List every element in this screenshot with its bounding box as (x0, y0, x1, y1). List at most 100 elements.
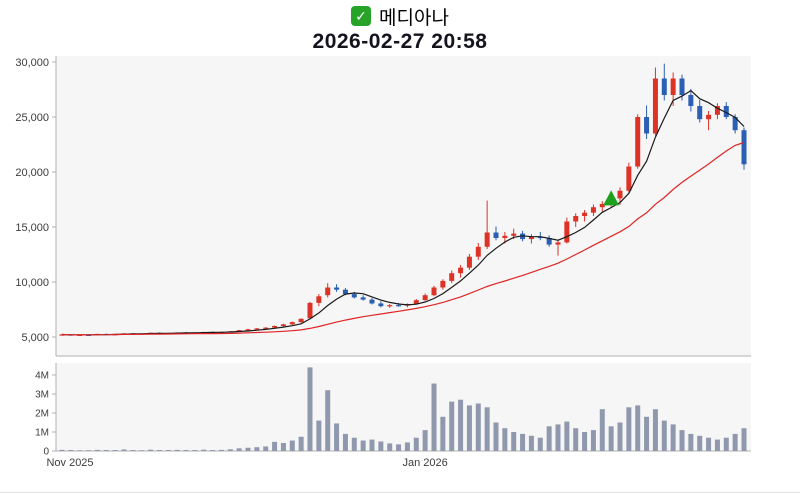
price-tick-label: 5,000 (21, 332, 49, 344)
candle-body (369, 299, 375, 304)
candle-body (564, 221, 570, 243)
candle-body (280, 324, 286, 326)
candle-body (670, 78, 676, 95)
volume-bar (537, 437, 543, 451)
candle-body (360, 297, 366, 300)
volume-bar (165, 450, 171, 451)
volume-bar (316, 420, 322, 451)
candle-body (511, 233, 517, 236)
volume-bar (369, 439, 375, 451)
stock-name: 메디아나 (379, 7, 449, 29)
volume-bar (236, 448, 242, 451)
volume-bar (511, 432, 517, 451)
volume-bar (528, 435, 534, 451)
volume-plot-bg (56, 363, 751, 451)
volume-bar (183, 450, 189, 451)
candle-body (599, 203, 605, 208)
volume-bar (688, 433, 694, 451)
volume-bar (334, 423, 340, 451)
volume-bar (484, 407, 490, 451)
chart-header: ✓ 메디아나 2026-02-27 20:58 (0, 4, 800, 54)
ma-line-short (61, 89, 745, 336)
volume-bar (599, 409, 605, 451)
candle-body (652, 78, 658, 134)
candle-body (502, 235, 508, 238)
candle-body (245, 329, 251, 331)
volume-bar (706, 437, 712, 451)
candle-body (396, 305, 402, 307)
volume-bar (130, 450, 136, 451)
volume-tick-label: 0 (43, 447, 49, 458)
volume-bar (112, 450, 118, 451)
candle-body (714, 106, 720, 115)
x-axis-label: Nov 2025 (46, 457, 93, 469)
volume-bar (325, 390, 331, 451)
candle-body (449, 273, 455, 281)
candle-body (546, 238, 552, 245)
volume-bar (210, 450, 216, 451)
volume-bar (564, 421, 570, 451)
price-tick-label: 25,000 (15, 112, 49, 124)
volume-bar (458, 399, 464, 451)
candle-body (688, 95, 694, 106)
volume-bar (272, 441, 278, 451)
volume-bar (661, 420, 667, 451)
candle-body (298, 318, 304, 323)
volume-bar (289, 440, 295, 451)
price-tick-label: 15,000 (15, 222, 49, 234)
candle-body (723, 106, 729, 117)
volume-bar (617, 422, 623, 451)
volume-bar (493, 422, 499, 451)
candle-body (422, 295, 428, 301)
volume-bar (732, 433, 738, 451)
volume-bar (378, 441, 384, 451)
candle-body (537, 236, 543, 239)
candle-body (573, 216, 579, 222)
volume-bar (218, 449, 224, 451)
volume-bar (449, 401, 455, 451)
candle-body (272, 326, 278, 328)
volume-bar (245, 447, 251, 451)
volume-bar (475, 403, 481, 451)
candle-body (644, 117, 650, 134)
volume-bar (156, 450, 162, 451)
volume-bar (697, 435, 703, 451)
candle-body (493, 232, 499, 238)
price-tick-label: 10,000 (15, 277, 49, 289)
candle-body (307, 302, 313, 319)
candle-body (697, 106, 703, 120)
candle-body (413, 300, 419, 304)
volume-bar (590, 430, 596, 451)
candle-body (289, 322, 295, 325)
candle-body (484, 232, 490, 247)
volume-bar (546, 426, 552, 451)
volume-tick-label: 3M (35, 390, 49, 401)
price-plot-bg (56, 56, 751, 356)
volume-bar (77, 450, 83, 451)
volume-bar (192, 450, 198, 451)
volume-bar (635, 405, 641, 451)
volume-bar (387, 443, 393, 451)
candle-body (263, 327, 269, 329)
price-tick-label: 30,000 (15, 57, 49, 69)
volume-tick-label: 4M (35, 371, 49, 382)
volume-bar (307, 367, 313, 451)
candle-body (387, 305, 393, 307)
candle-body (431, 287, 437, 296)
volume-bar (679, 430, 685, 451)
volume-bar (396, 444, 402, 451)
volume-tick-label: 2M (35, 409, 49, 420)
volume-bar (573, 428, 579, 451)
volume-bar (298, 436, 304, 451)
candle-body (351, 294, 357, 298)
candle-body (635, 117, 641, 167)
volume-bar (723, 437, 729, 451)
candle-body (254, 328, 260, 330)
volume-bar (502, 428, 508, 451)
volume-bar (103, 450, 109, 451)
candle-body (440, 280, 446, 288)
volume-bar (466, 405, 472, 451)
volume-bar (626, 407, 632, 451)
volume-bar (644, 416, 650, 451)
volume-bar (254, 447, 260, 451)
